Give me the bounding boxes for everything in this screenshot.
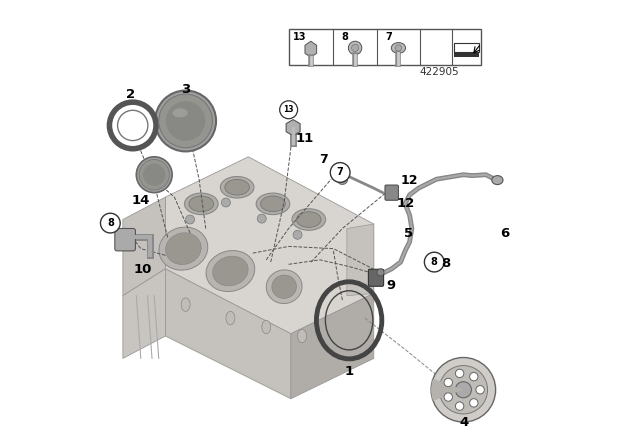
Circle shape — [143, 164, 165, 186]
Circle shape — [257, 214, 266, 223]
Ellipse shape — [266, 270, 302, 304]
Circle shape — [470, 372, 478, 381]
Circle shape — [396, 45, 401, 51]
Bar — [289, 29, 481, 65]
Circle shape — [424, 252, 444, 272]
Polygon shape — [123, 197, 165, 296]
Circle shape — [444, 378, 452, 387]
Text: 13: 13 — [293, 32, 307, 42]
Text: 8: 8 — [431, 257, 438, 267]
Ellipse shape — [159, 227, 208, 270]
Circle shape — [337, 174, 348, 185]
Ellipse shape — [166, 233, 201, 264]
Circle shape — [139, 159, 170, 190]
Circle shape — [293, 230, 302, 239]
Bar — [454, 43, 479, 52]
Ellipse shape — [220, 177, 254, 198]
Polygon shape — [165, 269, 291, 399]
Circle shape — [136, 157, 172, 193]
Circle shape — [166, 101, 205, 141]
Ellipse shape — [292, 209, 326, 230]
Text: 9: 9 — [386, 279, 396, 293]
Ellipse shape — [184, 193, 218, 215]
Circle shape — [155, 90, 216, 151]
Text: 7: 7 — [385, 32, 392, 42]
Wedge shape — [431, 379, 463, 401]
Circle shape — [470, 399, 478, 407]
Text: 1: 1 — [344, 365, 354, 379]
Polygon shape — [305, 41, 317, 57]
Circle shape — [330, 163, 350, 182]
Circle shape — [455, 382, 472, 398]
Text: 3: 3 — [181, 83, 190, 96]
Ellipse shape — [226, 311, 235, 325]
Text: 10: 10 — [134, 263, 152, 276]
Circle shape — [351, 44, 358, 52]
Circle shape — [444, 393, 452, 401]
Ellipse shape — [298, 329, 307, 343]
Text: 11: 11 — [295, 132, 314, 146]
Circle shape — [377, 269, 384, 276]
Text: 4: 4 — [460, 415, 469, 429]
Text: 8: 8 — [342, 32, 349, 42]
Circle shape — [280, 101, 298, 119]
Text: 6: 6 — [500, 227, 509, 241]
Ellipse shape — [225, 179, 250, 195]
Bar — [454, 52, 479, 57]
Text: 12: 12 — [397, 197, 415, 211]
Ellipse shape — [173, 108, 188, 117]
Circle shape — [456, 369, 464, 378]
Text: 5: 5 — [404, 227, 413, 241]
Text: 2: 2 — [126, 87, 136, 101]
Text: 13: 13 — [284, 105, 294, 114]
Ellipse shape — [260, 196, 285, 211]
Polygon shape — [291, 293, 374, 399]
Circle shape — [476, 386, 484, 394]
Ellipse shape — [262, 320, 271, 334]
Circle shape — [221, 198, 230, 207]
Ellipse shape — [189, 196, 214, 211]
Text: 7: 7 — [319, 153, 328, 167]
Circle shape — [348, 41, 362, 55]
Circle shape — [431, 358, 495, 422]
Circle shape — [456, 402, 464, 410]
FancyBboxPatch shape — [385, 185, 398, 200]
Circle shape — [159, 94, 212, 148]
Polygon shape — [286, 120, 300, 136]
Circle shape — [439, 366, 488, 414]
FancyBboxPatch shape — [369, 269, 383, 286]
Text: 7: 7 — [337, 168, 344, 177]
Text: 14: 14 — [132, 194, 150, 207]
Ellipse shape — [181, 298, 190, 311]
Polygon shape — [347, 224, 374, 296]
Ellipse shape — [256, 193, 290, 215]
Ellipse shape — [391, 43, 406, 53]
Ellipse shape — [296, 211, 321, 227]
Text: 12: 12 — [401, 173, 419, 187]
Text: 8: 8 — [441, 257, 450, 270]
Circle shape — [100, 213, 120, 233]
Polygon shape — [165, 157, 374, 334]
Ellipse shape — [492, 176, 503, 185]
FancyBboxPatch shape — [115, 228, 136, 251]
Circle shape — [186, 215, 195, 224]
Text: 422905: 422905 — [419, 67, 459, 77]
Ellipse shape — [206, 250, 255, 292]
Text: 8: 8 — [107, 218, 114, 228]
Ellipse shape — [272, 275, 296, 298]
Ellipse shape — [212, 256, 248, 286]
Polygon shape — [123, 269, 165, 358]
